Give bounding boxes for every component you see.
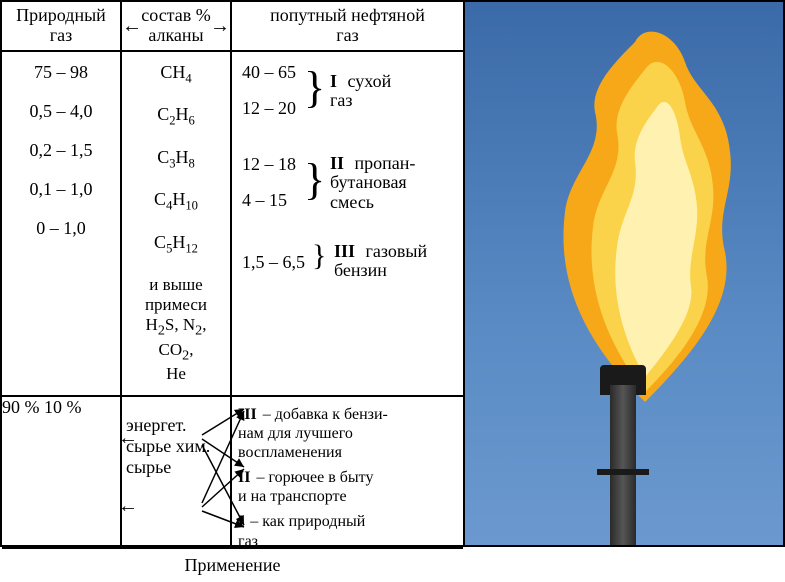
brace-icon: } <box>312 242 326 269</box>
formula: C4H10 <box>154 189 198 214</box>
percent: 10 % <box>44 397 82 417</box>
brace-icon: } <box>304 160 325 200</box>
usage-natural-col: 90 % 10 % <box>2 397 122 547</box>
fraction-group: 40 – 65 12 – 20 } I сухойгаз <box>238 62 457 122</box>
header-natural-gas: Природныйгаз <box>2 2 122 50</box>
percent: 90 % <box>2 397 40 417</box>
natural-gas-column: 75 – 98 0,5 – 4,0 0,2 – 1,5 0,1 – 1,0 0 … <box>2 52 122 395</box>
brace-icon: } <box>304 68 325 108</box>
usage-associated-col: III– добавка к бензи-нам для лучшеговосп… <box>232 397 463 547</box>
value: 4 – 15 <box>242 190 287 211</box>
value: 40 – 65 <box>242 62 296 83</box>
flare-photo <box>465 0 785 547</box>
usage-mid-col: ← ← энергет.сырье хим.сырье <box>122 397 232 547</box>
usage-item: II– горючее в бытуи на транспорте <box>238 468 457 506</box>
composition-diagram: Природныйгаз ← состав %алканы → попутный… <box>0 0 465 547</box>
fraction-label: III газовыйбензин <box>334 242 427 282</box>
impurities-label: и вышепримеси <box>128 275 224 316</box>
formula: CH4 <box>160 62 191 87</box>
fraction-label: I сухойгаз <box>330 72 391 112</box>
usage-arrows-svg <box>202 397 252 547</box>
flare-stack <box>610 385 636 545</box>
header-associated-gas: попутный нефтянойгаз <box>232 2 463 50</box>
header-text: попутный нефтянойгаз <box>270 6 425 46</box>
roman: I <box>330 71 343 91</box>
footer-label: Применение <box>2 547 463 582</box>
usage-section: 90 % 10 % ← ← энергет.сырье хим.сырье II… <box>2 397 463 547</box>
usage-item: I– как природныйгаз <box>238 512 457 550</box>
fraction-label: II пропан-бутановаясмесь <box>330 154 415 213</box>
arrow-left-icon: ← <box>120 15 144 37</box>
header-text: Природныйгаз <box>16 6 106 46</box>
header-composition: ← состав %алканы → <box>122 2 232 50</box>
value: 12 – 18 <box>242 154 296 175</box>
arrow-right-icon: → <box>208 15 232 37</box>
formula: C2H6 <box>157 104 195 129</box>
fraction-group: 1,5 – 6,5 } III газовыйбензин <box>238 246 457 286</box>
value: 0,2 – 1,5 <box>30 140 93 161</box>
associated-gas-column: 40 – 65 12 – 20 } I сухойгаз 12 – 18 4 –… <box>232 52 463 395</box>
flare-stack-ring <box>597 469 649 475</box>
usage-item: III– добавка к бензи-нам для лучшеговосп… <box>238 405 457 463</box>
header-text: состав %алканы <box>141 6 211 46</box>
flame-icon <box>535 12 755 402</box>
value: 12 – 20 <box>242 98 296 119</box>
composition-body: 75 – 98 0,5 – 4,0 0,2 – 1,5 0,1 – 1,0 0 … <box>2 52 463 395</box>
roman: II <box>330 153 350 173</box>
formula: C3H8 <box>157 147 195 172</box>
table-header: Природныйгаз ← состав %алканы → попутный… <box>2 2 463 52</box>
value: 0,5 – 4,0 <box>30 101 93 122</box>
usage-text: горючее в бытуи на транспорте <box>238 469 373 505</box>
usage-text: как природныйгаз <box>238 513 365 549</box>
value: 1,5 – 6,5 <box>242 252 305 273</box>
alkane-column: CH4 C2H6 C3H8 C4H10 C5H12 и вышепримеси … <box>122 52 232 395</box>
arrow-left-icon: ← <box>118 495 138 518</box>
arrow-left-icon: ← <box>118 427 138 450</box>
value: 75 – 98 <box>34 62 88 83</box>
formula: C5H12 <box>154 232 198 257</box>
impurities-block: и вышепримеси H2S, N2, CO2,He <box>128 275 224 385</box>
value: 0 – 1,0 <box>36 218 86 239</box>
value: 0,1 – 1,0 <box>30 179 93 200</box>
fraction-group: 12 – 18 4 – 15 } II пропан-бутановаясмес… <box>238 154 457 214</box>
impurities-formula: H2S, N2, CO2,He <box>128 315 224 384</box>
roman: III <box>334 241 361 261</box>
